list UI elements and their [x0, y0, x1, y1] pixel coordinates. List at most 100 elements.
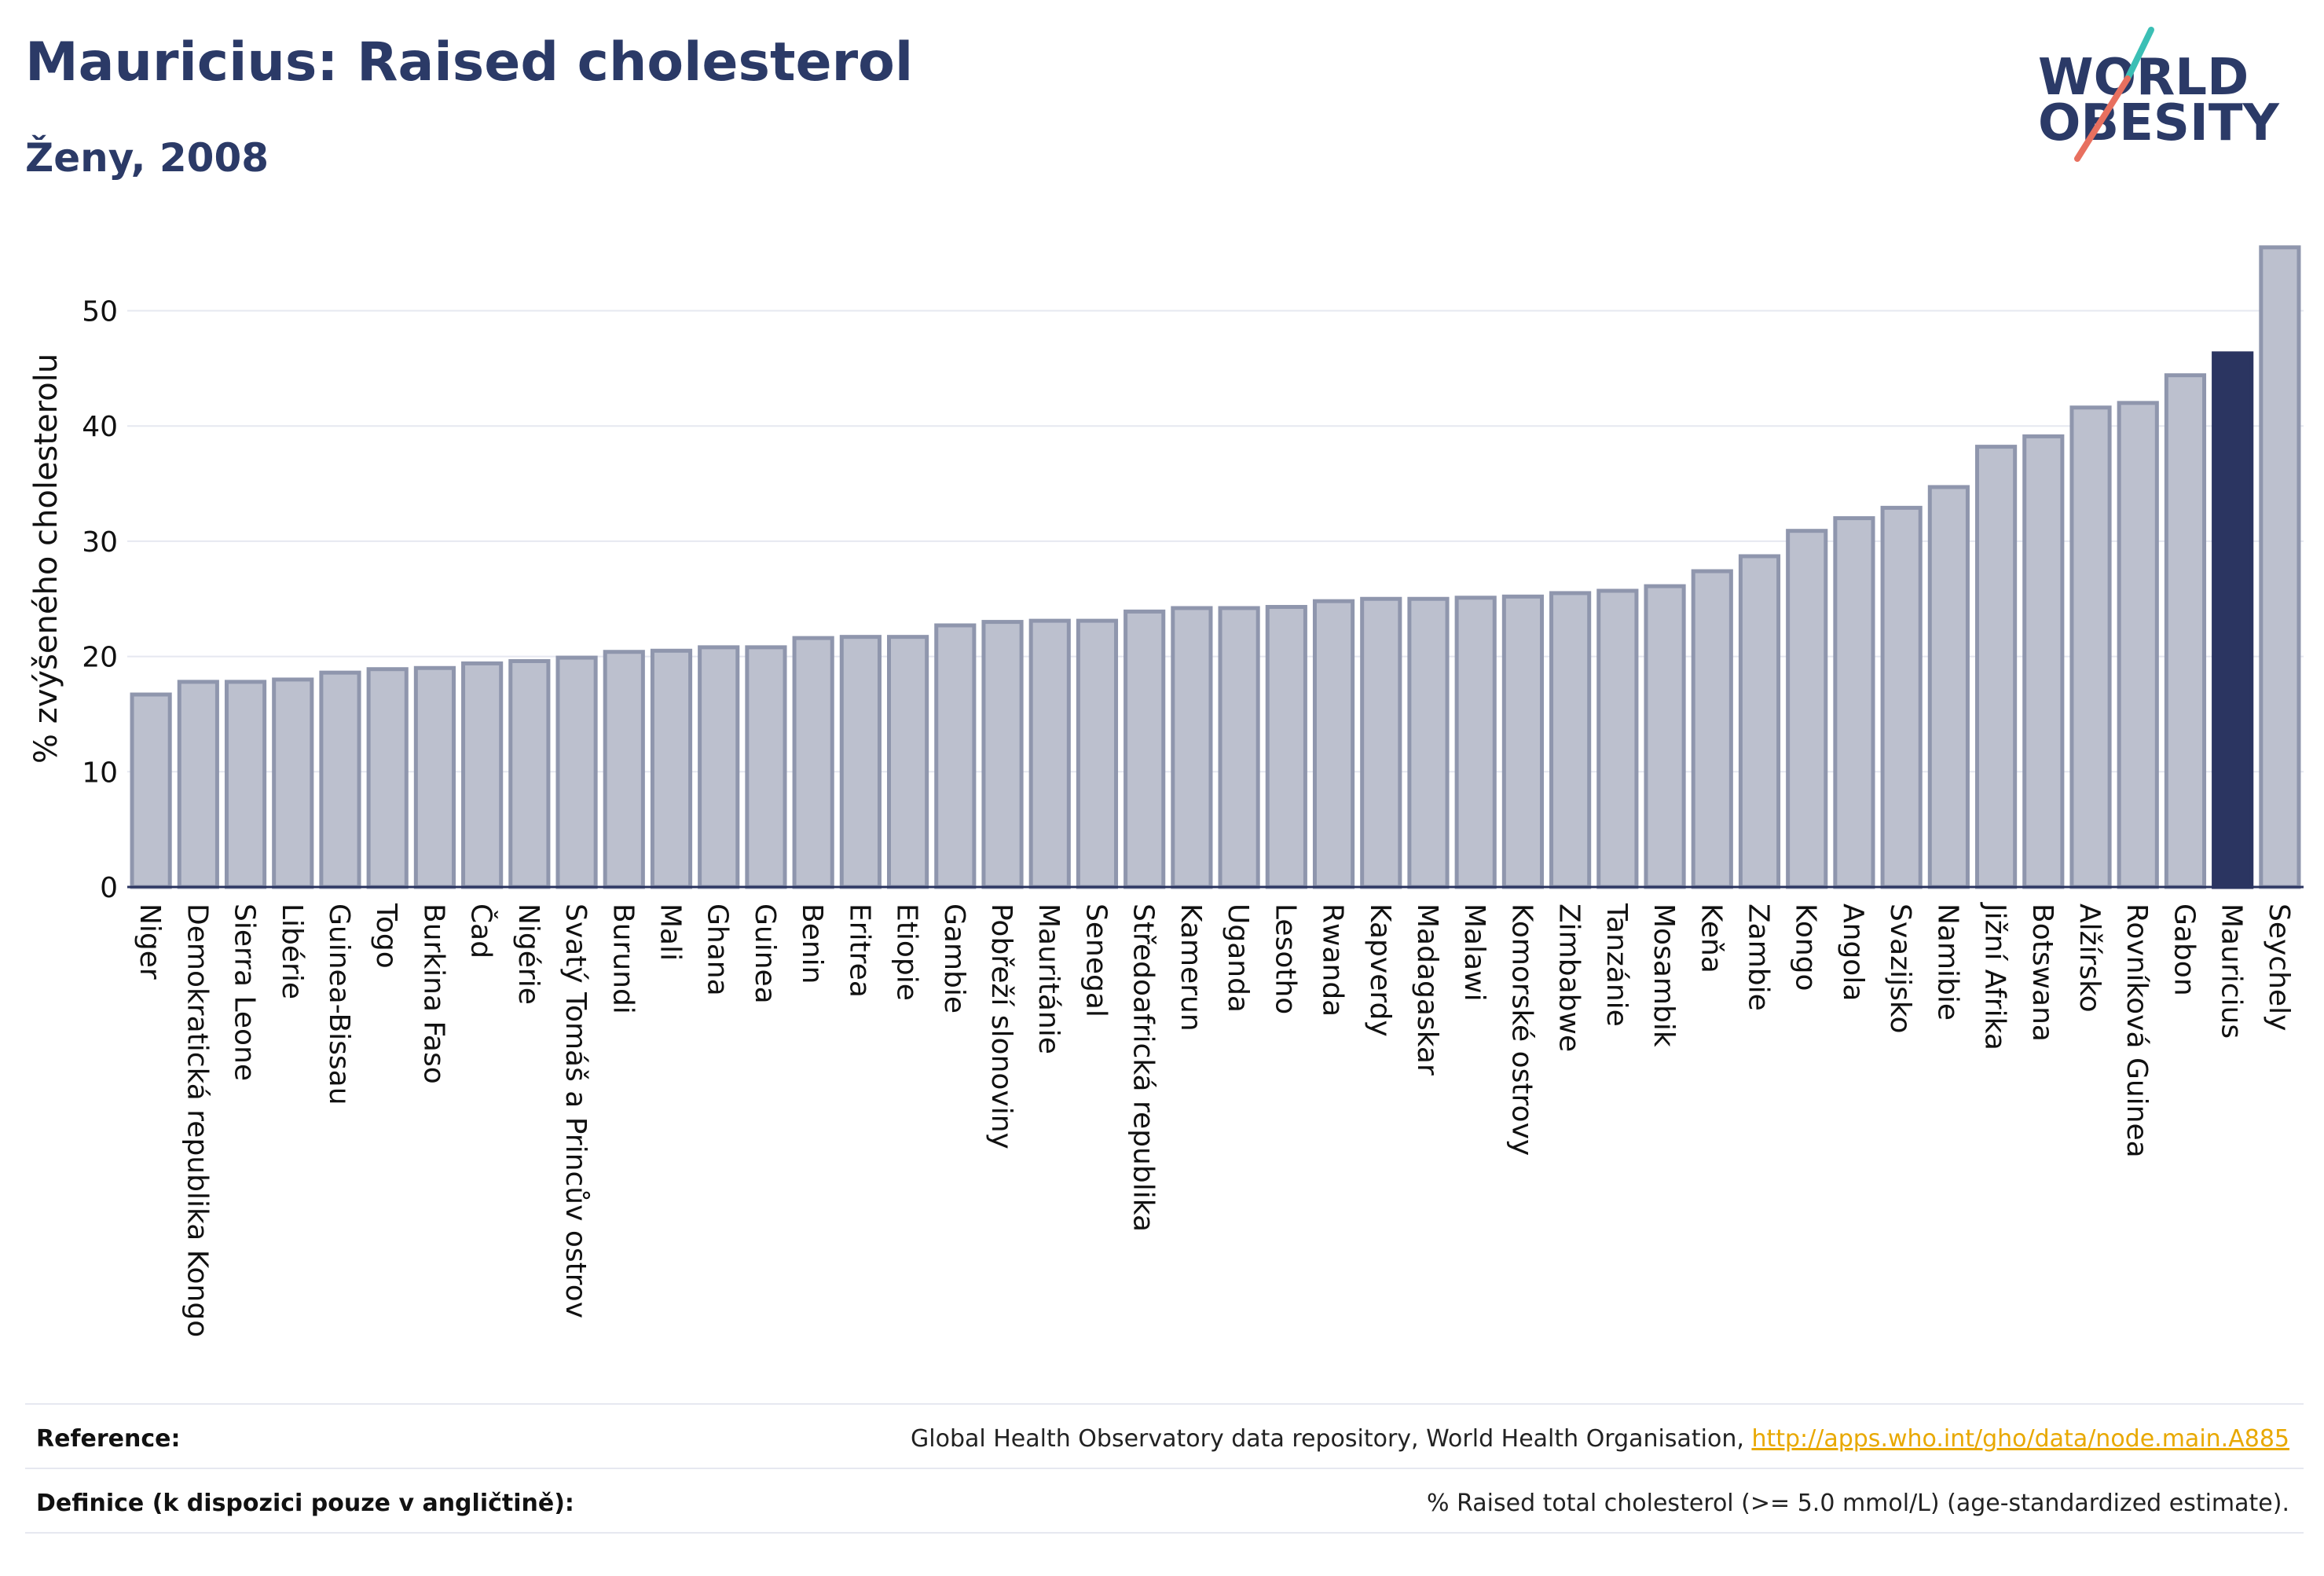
x-tick-label: Středoafrická republika — [1127, 903, 1160, 1232]
bar — [2164, 373, 2207, 889]
bar — [1927, 485, 1970, 889]
world-obesity-logo: WORLD OBESITY — [2038, 27, 2279, 162]
x-tick-label: Jižní Afrika — [1979, 902, 2011, 1050]
bar — [1880, 505, 1923, 889]
x-tick-label: Sierra Leone — [229, 903, 261, 1081]
x-tick-label: Niger — [134, 903, 166, 980]
footer-divider-bottom — [25, 1532, 2304, 1534]
y-axis-ticks: 0 10 20 30 40 50 — [82, 296, 118, 905]
bar — [1975, 445, 2018, 889]
x-tick-label: Benin — [796, 903, 828, 984]
bar — [366, 667, 409, 889]
bar — [1218, 606, 1260, 889]
x-tick-label: Guinea — [749, 903, 781, 1004]
y-tick-label: 10 — [82, 757, 118, 789]
bar — [130, 692, 172, 889]
bar — [1549, 591, 1592, 889]
bar — [745, 645, 787, 889]
bar — [1407, 596, 1450, 889]
bar — [1076, 618, 1119, 889]
bar — [461, 661, 504, 889]
x-tick-label: Guinea-Bissau — [323, 903, 355, 1105]
x-tick-label: Kamerun — [1175, 903, 1207, 1032]
bar — [1124, 609, 1166, 889]
x-tick-label: Seychely — [2263, 903, 2295, 1031]
bar — [1738, 554, 1781, 889]
x-tick-label: Madagaskar — [1411, 903, 1443, 1076]
bar — [981, 620, 1024, 889]
x-tick-label: Mauritánie — [1032, 903, 1065, 1054]
bar — [698, 645, 740, 889]
bar — [319, 670, 361, 889]
x-tick-label: Kapverdy — [1364, 903, 1396, 1037]
bar — [1360, 596, 1402, 889]
x-tick-label: Malawi — [1458, 903, 1490, 1002]
footer-divider-middle — [25, 1468, 2304, 1469]
bar-chart: 0 10 20 30 40 50 Niger Demokratická republika … — [28, 245, 2304, 1337]
bar — [1454, 596, 1497, 889]
bar — [603, 650, 645, 889]
y-tick-label: 20 — [82, 642, 118, 674]
y-tick-label: 50 — [82, 296, 118, 328]
page-title: Mauricius: Raised cholesterol — [25, 31, 914, 93]
bar — [1312, 599, 1355, 889]
bar — [1691, 569, 1733, 889]
x-tick-label: Svatý Tomáš a Princův ostrov — [559, 903, 592, 1318]
x-tick-label: Etiopie — [891, 903, 923, 1001]
bar — [1596, 588, 1639, 889]
bar — [1644, 584, 1686, 889]
x-tick-label: Rwanda — [1317, 903, 1349, 1017]
x-tick-label: Ghana — [702, 903, 734, 996]
bar — [839, 635, 882, 889]
reference-link[interactable]: http://apps.who.int/gho/data/node.main.A… — [1751, 1425, 2289, 1453]
x-tick-label: Libérie — [276, 903, 308, 999]
bar — [413, 665, 456, 889]
x-tick-label: Zambie — [1743, 903, 1775, 1011]
reference-text: Global Health Observatory data repositor… — [911, 1425, 1752, 1453]
reference-value: Global Health Observatory data repositor… — [911, 1425, 2289, 1453]
bar — [1786, 529, 1828, 889]
bar — [650, 648, 693, 889]
bar — [2117, 401, 2159, 889]
y-tick-label: 30 — [82, 526, 118, 559]
x-tick-label: Togo — [370, 903, 402, 969]
bar — [555, 655, 598, 889]
definition-label: Definice (k dispozici pouze v angličtině… — [36, 1490, 574, 1517]
bar — [1833, 516, 1875, 889]
x-tick-label: Uganda — [1222, 903, 1254, 1013]
x-tick-label: Mali — [654, 903, 687, 961]
x-tick-label: Keňa — [1695, 903, 1727, 973]
x-tick-label: Namibie — [1931, 903, 1963, 1021]
x-tick-label: Nigérie — [512, 903, 544, 1005]
bar — [1501, 594, 1544, 889]
x-tick-label: Botswana — [2026, 903, 2058, 1042]
bar — [2259, 245, 2301, 889]
x-tick-label: Mosambik — [1648, 903, 1680, 1047]
x-tick-label: Burkina Faso — [417, 903, 449, 1084]
x-tick-label: Mauricius — [2216, 903, 2248, 1039]
x-tick-label: Zimbabwe — [1553, 903, 1585, 1052]
bar — [2069, 405, 2112, 889]
bar — [1171, 606, 1213, 889]
logo-slash-teal-icon — [2124, 27, 2154, 82]
reference-label: Reference: — [36, 1425, 181, 1453]
bar — [887, 635, 929, 889]
chart-bars — [130, 245, 2301, 889]
y-tick-label: 40 — [82, 411, 118, 443]
y-axis-label: % zvýšeného cholesterolu — [28, 354, 64, 764]
x-tick-label: Čad — [465, 903, 498, 958]
x-tick-label: Komorské ostrovy — [1505, 903, 1538, 1156]
x-tick-label: Senegal — [1080, 903, 1112, 1017]
x-tick-label: Gambie — [938, 903, 970, 1013]
bar — [508, 658, 551, 889]
y-tick-label: 0 — [100, 872, 118, 904]
bar-highlighted — [2212, 351, 2254, 889]
logo-text-world: WORLD — [2038, 49, 2249, 107]
x-tick-label: Eritrea — [843, 903, 875, 998]
bar — [934, 623, 977, 889]
bar — [792, 636, 834, 889]
x-axis-labels: Niger Demokratická republika Kongo Sierra … — [134, 902, 2295, 1337]
bar — [224, 680, 267, 889]
bar — [1265, 605, 1307, 889]
x-tick-label: Lesotho — [1269, 903, 1301, 1014]
